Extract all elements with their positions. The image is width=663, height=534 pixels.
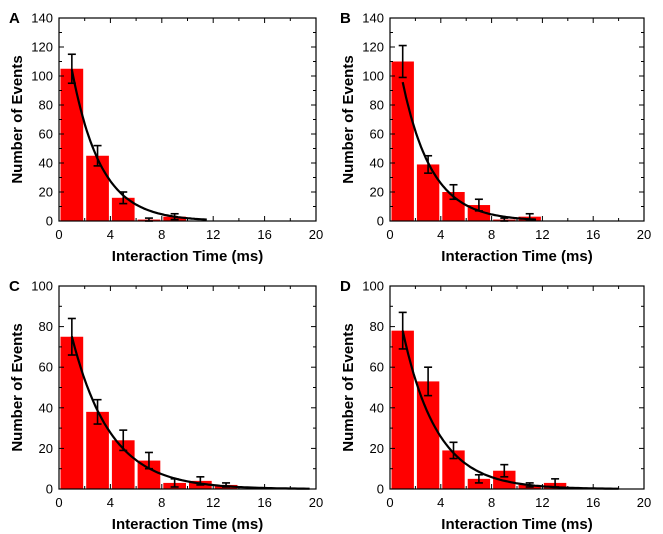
panel-d-x-tick-label-0: 0 xyxy=(386,495,393,510)
panel-b-y-tick-label-80: 80 xyxy=(370,98,384,113)
panel-c-x-tick-label-4: 4 xyxy=(107,495,114,510)
panel-b-fit-curve xyxy=(401,81,537,221)
panel-c-y-tick-label-40: 40 xyxy=(39,400,53,415)
panel-a-bar-1 xyxy=(60,68,84,221)
panel-c-bar-4 xyxy=(137,460,161,489)
panel-b-y-tick-label-40: 40 xyxy=(370,156,384,171)
panel-d-bar-1 xyxy=(391,330,414,489)
panel-c-y-tick-label-20: 20 xyxy=(39,441,53,456)
panel-b-x-tick-label-16: 16 xyxy=(586,227,600,242)
panel-d-y-tick-label-20: 20 xyxy=(370,441,384,456)
panel-c-y-tick-label-80: 80 xyxy=(39,319,53,334)
panel-d: D 0 4 8 12 16 20 0 20 40 60 80 100 Interaction Time (… xyxy=(340,278,651,533)
panel-d-y-tick-label-60: 60 xyxy=(370,360,384,375)
panel-c-x-tick-label-20: 20 xyxy=(309,495,323,510)
panel-d-y-tick-label-100: 100 xyxy=(362,279,384,294)
panel-c-bar-2 xyxy=(86,411,109,489)
panel-b: B 0 4 8 12 16 20 0 20 40 60 80 100 120 140 Interaction … xyxy=(340,10,651,265)
panel-b-y-tick-label-100: 100 xyxy=(362,69,384,84)
panel-b-bar-2 xyxy=(416,164,440,221)
panel-d-x-tick-label-4: 4 xyxy=(437,495,444,510)
panel-a-bar-2 xyxy=(86,155,109,221)
panel-d-bar-4 xyxy=(467,478,491,489)
panel-c-y-tick-label-0: 0 xyxy=(46,482,53,497)
panel-d-x-axis-label: Interaction Time (ms) xyxy=(441,516,592,533)
panel-b-y-tick-label-140: 140 xyxy=(362,11,384,26)
panel-d-y-tick-label-0: 0 xyxy=(377,482,384,497)
panel-a-x-tick-label-20: 20 xyxy=(309,227,323,242)
panel-d-x-tick-label-8: 8 xyxy=(488,495,495,510)
panel-d-x-tick-label-20: 20 xyxy=(637,495,651,510)
panel-b-x-tick-label-0: 0 xyxy=(386,227,393,242)
panel-a: A 0 4 8 12 16 20 0 20 40 60 80 100 120 140 Interaction … xyxy=(9,10,323,265)
panel-b-x-tick-label-12: 12 xyxy=(535,227,549,242)
panel-d-y-axis-label: Number of Events xyxy=(340,323,357,451)
panel-c-x-tick-label-8: 8 xyxy=(158,495,165,510)
panel-c-y-axis-label: Number of Events xyxy=(9,323,26,451)
panel-a-x-axis-label: Interaction Time (ms) xyxy=(112,248,263,265)
panel-a-bar-3 xyxy=(111,197,135,221)
panel-a-y-tick-label-120: 120 xyxy=(31,40,53,55)
panel-d-x-tick-label-12: 12 xyxy=(535,495,549,510)
panel-a-y-tick-label-80: 80 xyxy=(39,98,53,113)
panel-c-letter: C xyxy=(9,278,20,295)
panel-c-fit-curve xyxy=(70,336,310,490)
panel-b-y-tick-label-60: 60 xyxy=(370,127,384,142)
panel-b-y-axis-label: Number of Events xyxy=(340,55,357,183)
panel-a-fit-curve xyxy=(70,69,207,221)
panel-d-fit-curve xyxy=(401,330,619,490)
panel-d-bar-2 xyxy=(416,381,440,489)
panel-a-x-tick-label-0: 0 xyxy=(55,227,62,242)
panel-c-bar-3 xyxy=(111,440,135,489)
panel-d-bar-3 xyxy=(442,450,465,489)
panel-a-x-tick-label-12: 12 xyxy=(206,227,220,242)
panel-b-bar-3 xyxy=(442,192,465,221)
panel-a-y-tick-label-100: 100 xyxy=(31,69,53,84)
panel-a-y-tick-label-0: 0 xyxy=(46,214,53,229)
panel-c-x-tick-label-12: 12 xyxy=(206,495,220,510)
panel-c: C 0 4 8 12 16 20 0 20 40 60 80 100 Interaction Time (… xyxy=(9,278,323,533)
panel-a-y-tick-label-140: 140 xyxy=(31,11,53,26)
panel-b-y-tick-label-120: 120 xyxy=(362,40,384,55)
panel-c-x-tick-label-16: 16 xyxy=(257,495,271,510)
panel-a-y-axis-label: Number of Events xyxy=(9,55,26,183)
panel-d-letter: D xyxy=(340,278,351,295)
panel-b-x-tick-label-20: 20 xyxy=(637,227,651,242)
panel-a-x-tick-label-4: 4 xyxy=(107,227,114,242)
panel-c-x-tick-label-0: 0 xyxy=(55,495,62,510)
panel-b-x-axis-label: Interaction Time (ms) xyxy=(441,248,592,265)
panel-a-letter: A xyxy=(9,10,20,27)
panel-b-x-tick-label-8: 8 xyxy=(488,227,495,242)
panel-c-bar-1 xyxy=(60,336,84,489)
panel-c-y-tick-label-100: 100 xyxy=(31,279,53,294)
panel-b-bar-1 xyxy=(391,61,414,221)
panel-a-y-tick-label-40: 40 xyxy=(39,156,53,171)
panel-a-x-tick-label-8: 8 xyxy=(158,227,165,242)
panel-a-y-tick-label-20: 20 xyxy=(39,185,53,200)
panel-d-y-tick-label-80: 80 xyxy=(370,319,384,334)
panel-b-y-tick-label-0: 0 xyxy=(377,214,384,229)
panel-c-x-axis-label: Interaction Time (ms) xyxy=(112,516,263,533)
panel-b-x-tick-label-4: 4 xyxy=(437,227,444,242)
panel-a-y-tick-label-60: 60 xyxy=(39,127,53,142)
panel-b-y-tick-label-20: 20 xyxy=(370,185,384,200)
panel-a-x-tick-label-16: 16 xyxy=(257,227,271,242)
panel-b-letter: B xyxy=(340,10,351,27)
panel-c-y-tick-label-60: 60 xyxy=(39,360,53,375)
panel-d-y-tick-label-40: 40 xyxy=(370,400,384,415)
panel-d-x-tick-label-16: 16 xyxy=(586,495,600,510)
